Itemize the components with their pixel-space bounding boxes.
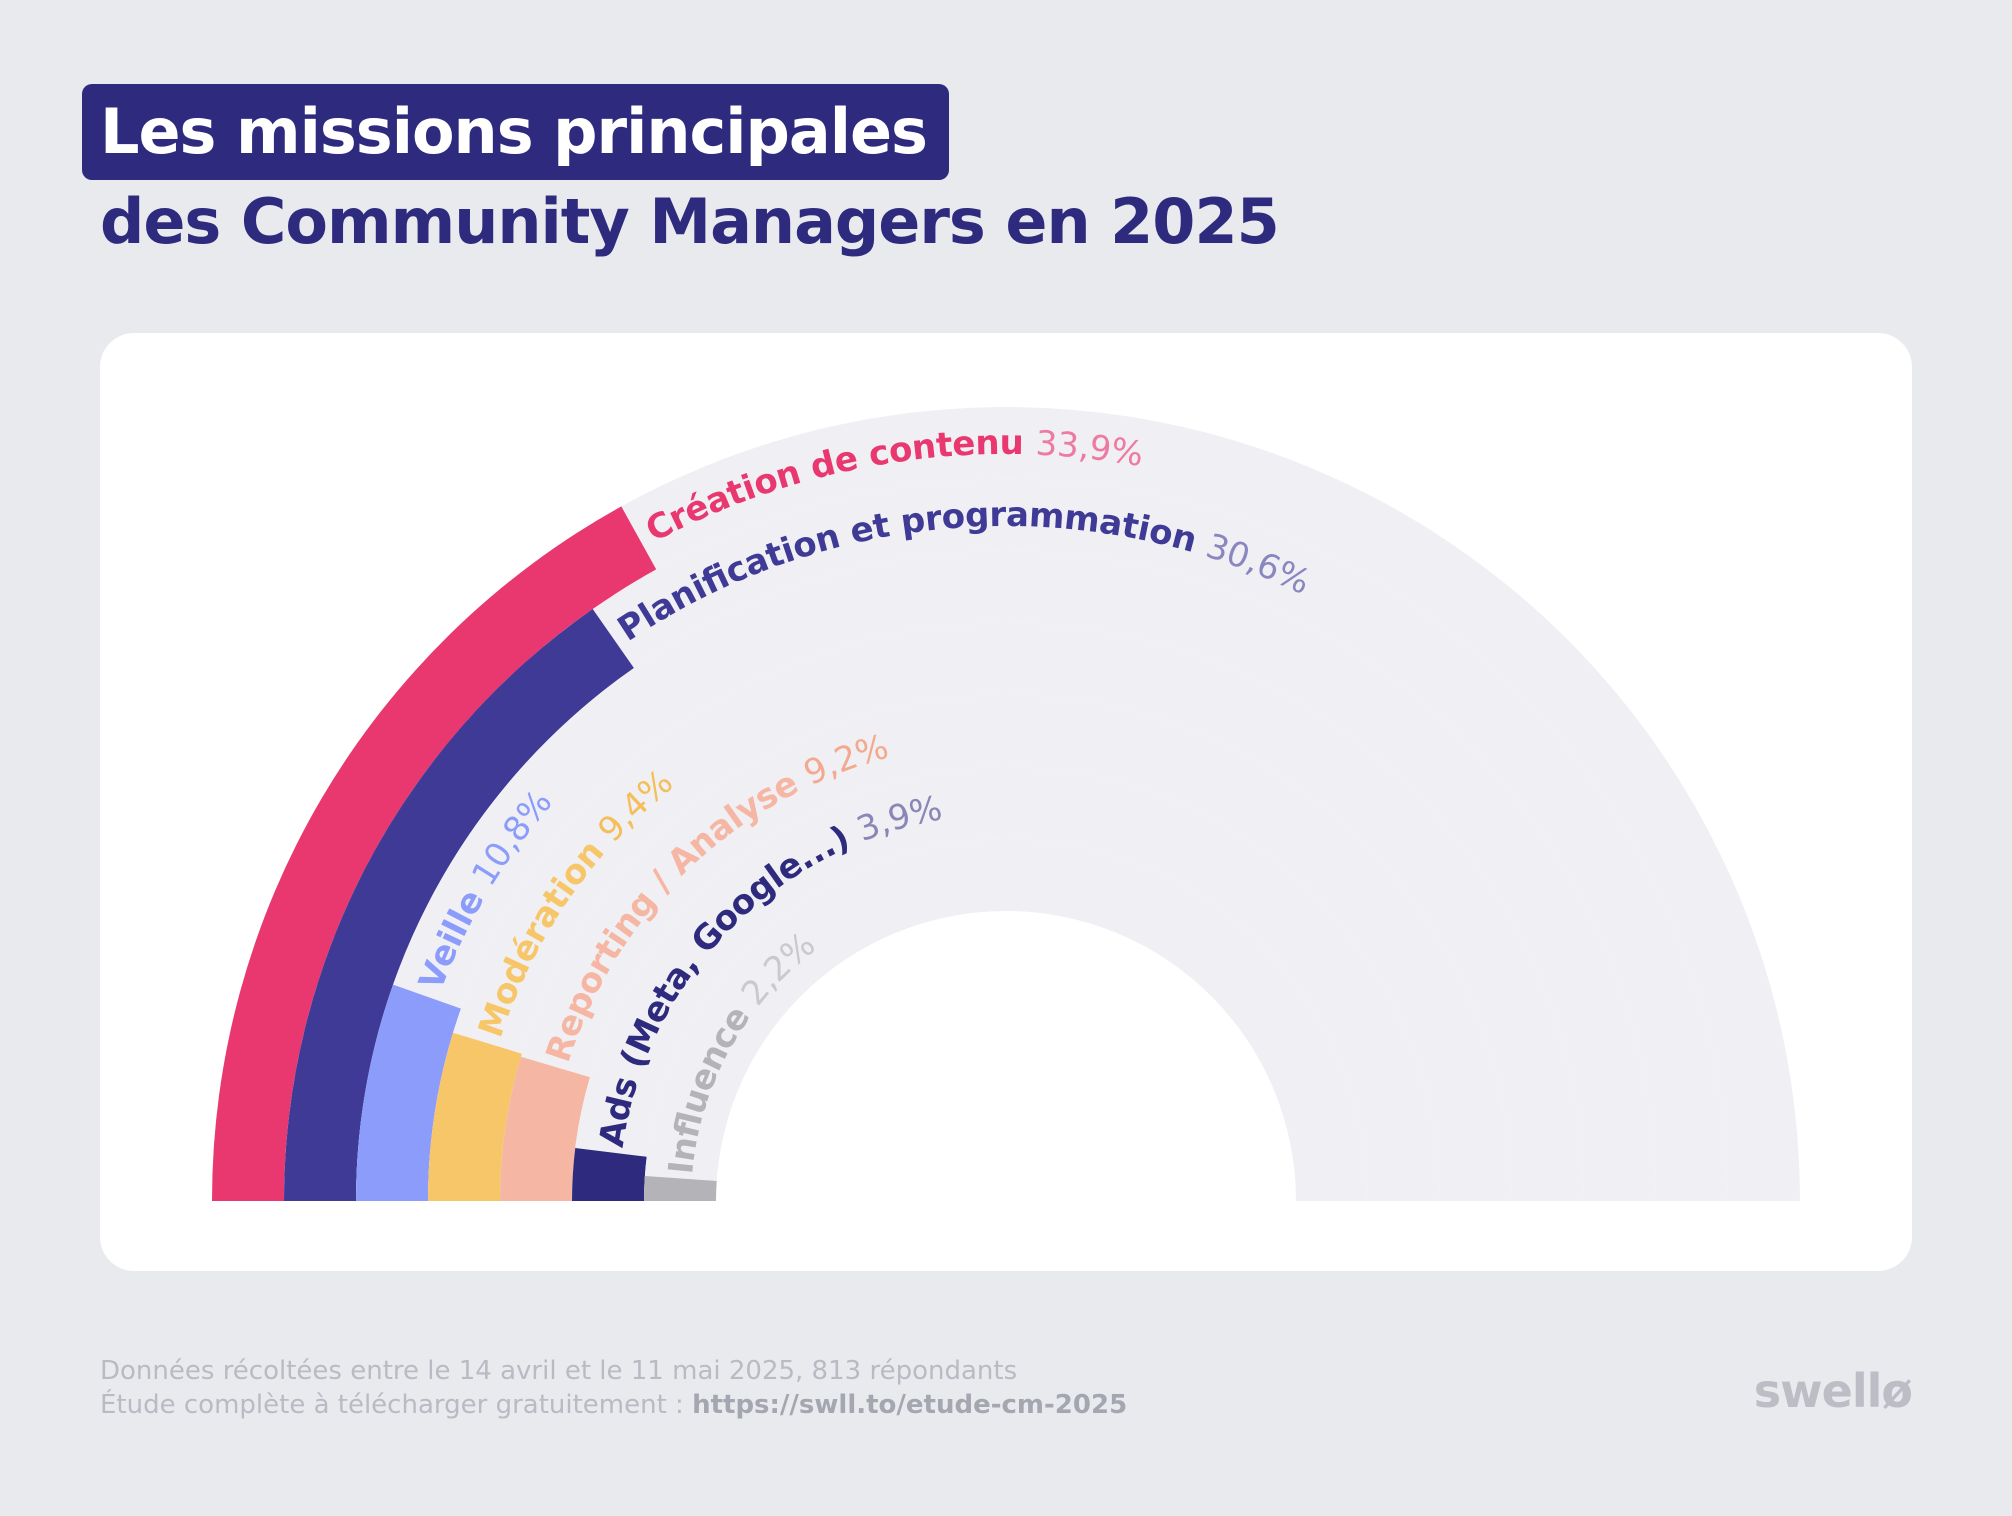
chart-card: Création de contenu 33,9% Planification e… [100, 333, 1912, 1271]
title-line-2: des Community Managers en 2025 [100, 185, 1280, 258]
title-line-1: Les missions principales [82, 84, 949, 180]
track-2 [356, 551, 1656, 1201]
bar-2 [356, 984, 461, 1201]
footer-note: Données récoltées entre le 14 avril et l… [100, 1356, 1018, 1386]
bar-4 [500, 1056, 591, 1201]
bar-1 [284, 608, 634, 1201]
track-1 [284, 479, 1728, 1201]
bar-6 [644, 1176, 717, 1201]
bar-5 [572, 1147, 647, 1201]
track-3 [428, 623, 1584, 1201]
bar-3 [428, 1032, 522, 1201]
radial-bar-chart: Création de contenu 33,9%Planification e… [212, 407, 1800, 1202]
bar-0 [212, 506, 657, 1202]
footer-download-note: Étude complète à télécharger gratuitemen… [100, 1390, 1127, 1420]
swello-logo: swellø [1753, 1364, 1913, 1418]
footer-download-link[interactable]: https://swll.to/etude-cm-2025 [692, 1390, 1128, 1420]
footer-download-prefix: Étude complète à télécharger gratuitemen… [100, 1390, 693, 1420]
track-5 [572, 767, 1440, 1201]
track-4 [500, 695, 1512, 1201]
track-6 [644, 839, 1368, 1201]
